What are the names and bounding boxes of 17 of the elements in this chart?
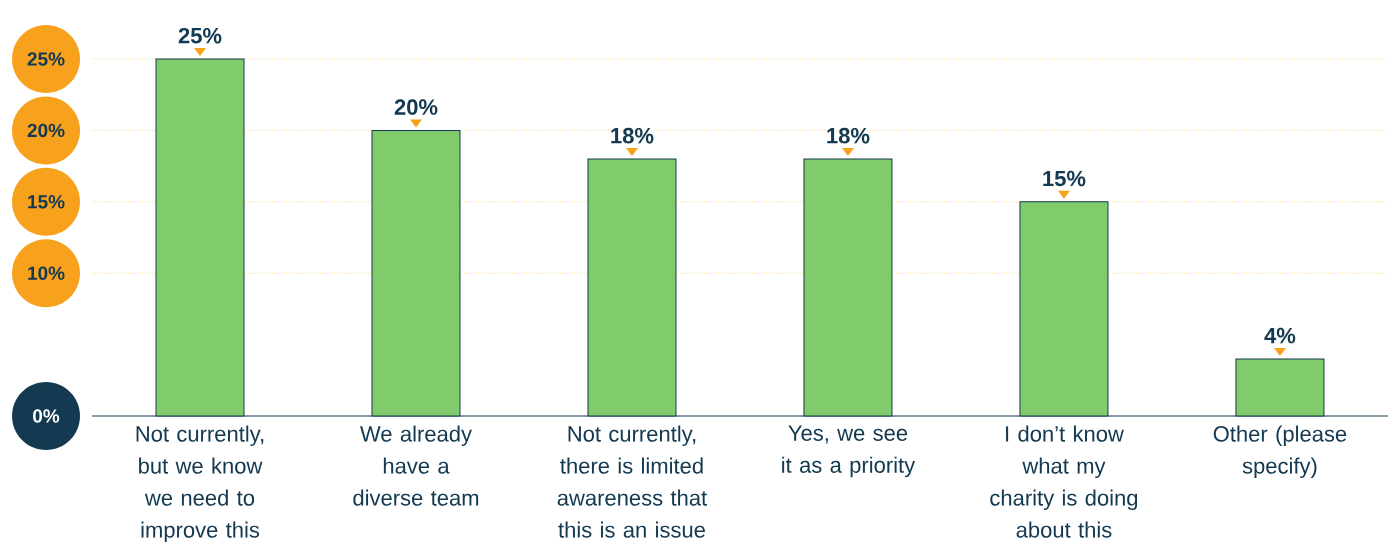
x-tick-label: Not currently, there is limited awareness that this is an issue — [557, 425, 707, 538]
data-label: 4% — [1264, 327, 1296, 344]
x-tick-label: Other (please specify) — [1213, 425, 1347, 479]
y-tick-label: 20% — [27, 123, 65, 138]
x-tick-label: Not currently, but we know we need to improve this — [136, 425, 264, 543]
y-tick-label: 0% — [33, 409, 60, 423]
data-label: 25% — [178, 27, 222, 44]
x-tick-label: Yes, we see it as a priority — [782, 425, 916, 478]
y-tick-label: 10% — [28, 266, 65, 280]
data-label: 18% — [611, 127, 654, 144]
data-label: 20% — [394, 99, 438, 115]
y-tick-label: 15% — [28, 195, 65, 209]
x-tick-label: We already have a diverse team — [353, 425, 479, 506]
data-label: 15% — [1043, 170, 1086, 187]
data-label: 18% — [827, 127, 870, 144]
x-tick-label: I don’t know what my charity is doing about this — [990, 425, 1138, 538]
y-tick-label: 25% — [27, 52, 65, 66]
